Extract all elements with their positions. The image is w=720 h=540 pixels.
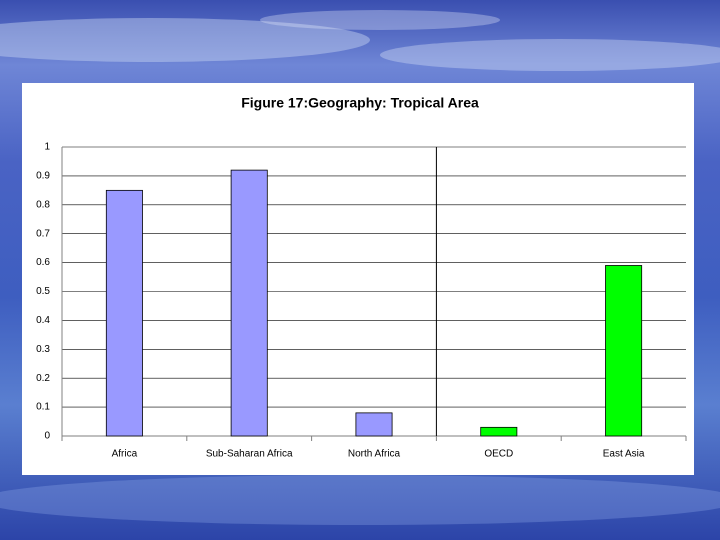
y-tick-label: 0.7 [36, 228, 50, 239]
y-tick-label: 0.6 [36, 257, 50, 268]
y-tick-label: 0.4 [36, 315, 50, 326]
y-tick-label: 0.5 [36, 286, 50, 297]
x-tick-label: Africa [112, 449, 138, 460]
bar [230, 169, 268, 437]
x-tick-label: East Asia [603, 449, 645, 460]
x-tick-label: North Africa [348, 449, 401, 460]
x-tick-label: OECD [484, 449, 513, 460]
bar [605, 265, 643, 437]
bar [105, 189, 143, 437]
bar [355, 412, 393, 437]
y-tick-label: 1 [44, 142, 50, 153]
y-tick-label: 0.2 [36, 373, 50, 384]
x-tick-label: Sub-Saharan Africa [206, 449, 293, 460]
y-tick-label: 0 [44, 431, 50, 442]
bar [480, 426, 518, 437]
y-tick-label: 0.3 [36, 344, 50, 355]
chart-title: Figure 17:Geography: Tropical Area [241, 95, 479, 111]
y-tick-label: 0.9 [36, 171, 50, 182]
y-tick-label: 0.8 [36, 199, 50, 210]
y-tick-label: 0.1 [36, 402, 50, 413]
